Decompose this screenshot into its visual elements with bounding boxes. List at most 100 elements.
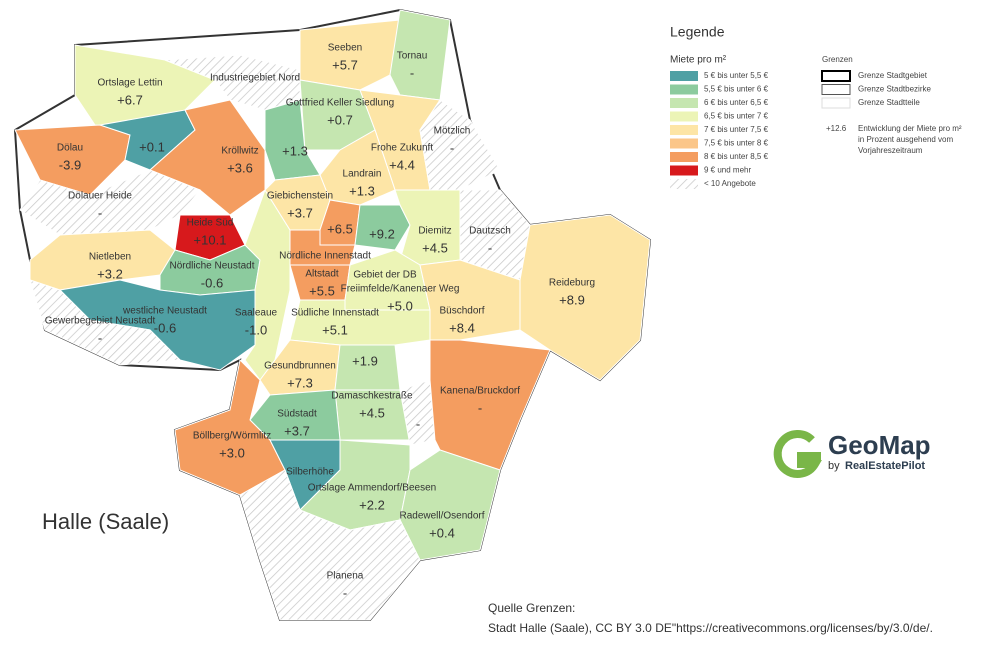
district-change: -	[416, 416, 420, 431]
district-change: +4.5	[422, 240, 448, 255]
district-name: Kröllwitz	[221, 146, 258, 157]
legend-title: Legende	[670, 24, 725, 40]
district-change: -	[98, 330, 102, 345]
district-change: -	[410, 65, 414, 80]
legend-swatch	[670, 165, 698, 176]
district-name: Radewell/Osendorf	[399, 511, 484, 522]
district-name: Gesundbrunnen	[264, 361, 336, 372]
legend: 5 € bis unter 5,5 € 5,5 € bis unter 6 € 6 …	[670, 70, 962, 189]
district-name: Giebichenstein	[267, 191, 333, 202]
district	[354, 204, 411, 251]
district-change: +1.3	[349, 183, 375, 198]
legend-example-text: Vorjahreszeitraum	[858, 146, 923, 155]
legend-swatch	[670, 84, 698, 95]
logo-by: by	[828, 460, 840, 472]
district-name: Nördliche Innenstadt	[279, 251, 371, 262]
district-name: Ortslage Lettin	[97, 78, 162, 89]
district-change: +3.2	[97, 266, 123, 281]
district-name: Damaschkestraße	[331, 391, 413, 402]
legend-label: 7,5 € bis unter 8 €	[704, 139, 769, 148]
district-name: Mötzlich	[434, 126, 471, 137]
district-change: +8.4	[449, 320, 475, 335]
district-name: Tornau	[397, 51, 428, 62]
district-change: +10.1	[194, 232, 227, 247]
district-name: Diemitz	[418, 226, 451, 237]
district-name: Nördliche Neustadt	[169, 261, 254, 272]
district-name: Landrain	[343, 169, 382, 180]
district-name: Reideburg	[549, 278, 595, 289]
legend-label: < 10 Angebote	[704, 179, 756, 188]
legend-example-value: +12.6	[826, 124, 847, 133]
legend-swatch	[670, 152, 698, 162]
district-change: +3.0	[219, 445, 245, 460]
legend-swatch	[670, 125, 698, 135]
district-name: Heide Süd	[187, 218, 234, 229]
district-change: +6.7	[117, 92, 143, 107]
city-name: Halle (Saale)	[42, 509, 169, 534]
legend-label: 6,5 € bis unter 7 €	[704, 112, 769, 121]
district-change: +0.1	[139, 139, 165, 154]
legend-example-text: Entwicklung der Miete pro m²	[858, 124, 962, 133]
legend-swatch	[670, 71, 698, 81]
legend-border-label: Grenze Stadtgebiet	[858, 71, 928, 80]
district-change: -	[343, 585, 347, 600]
legend-label: 5,5 € bis unter 6 €	[704, 85, 769, 94]
district-change: -	[450, 140, 454, 155]
district-change: -3.9	[59, 157, 81, 172]
district-change: -1.0	[245, 322, 267, 337]
district	[429, 339, 551, 471]
district-change: -	[98, 205, 102, 220]
labels: Ortslage Lettin +6.7 Dölau -3.9 +0.1 Kröllwit…	[45, 43, 595, 601]
logo-icon	[773, 430, 822, 478]
district-change: +4.5	[359, 405, 385, 420]
district-name: Freiimfelde/Kanenaer Weg	[341, 284, 460, 295]
district-change: -	[488, 240, 492, 255]
district	[399, 449, 501, 561]
district-change: +8.9	[559, 292, 585, 307]
legend-swatch	[670, 111, 698, 122]
district-name: Südliche Innenstadt	[291, 308, 379, 319]
districts	[13, 8, 652, 621]
district-name: westliche Neustadt	[122, 306, 207, 317]
legend-border-swatch	[821, 84, 851, 95]
district-name: Planena	[327, 571, 364, 582]
district-change: -0.6	[154, 320, 176, 335]
legend-label: 9 € und mehr	[704, 166, 751, 175]
legend-borders-title: Grenzen	[822, 55, 853, 64]
district-change: +3.7	[287, 205, 313, 220]
district-change: +5.7	[332, 57, 358, 72]
legend-swatch	[670, 138, 698, 149]
source-text: Stadt Halle (Saale), CC BY 3.0 DE"https:…	[488, 621, 933, 635]
legend-border-swatch	[821, 97, 851, 109]
district-name: Industriegebiet Nord	[210, 73, 300, 84]
legend-label: 7 € bis unter 7,5 €	[704, 125, 769, 134]
district-name: Nietleben	[89, 252, 131, 263]
district-name: Dölauer Heide	[68, 191, 132, 202]
district-change: +6.5	[327, 221, 353, 236]
source-title: Quelle Grenzen:	[488, 601, 575, 615]
legend-example-text: in Prozent ausgehend vom	[858, 135, 954, 144]
district-name: Gottfried Keller Siedlung	[286, 98, 394, 109]
district-change: +0.7	[327, 112, 353, 127]
district-name: Saaleaue	[235, 308, 278, 319]
legend-swatch	[670, 179, 698, 189]
logo: GeoMap by RealEstatePilot	[773, 430, 931, 478]
district-change: +3.6	[227, 160, 253, 175]
district-change: +2.2	[359, 497, 385, 512]
legend-label: 6 € bis unter 6,5 €	[704, 98, 769, 107]
district-change: +1.9	[352, 353, 378, 368]
district-name: Altstadt	[305, 269, 339, 280]
district-change: +3.7	[284, 423, 310, 438]
logo-company: RealEstatePilot	[845, 460, 925, 472]
district-name: Kanena/Bruckdorf	[440, 386, 520, 397]
district-name: Südstadt	[277, 409, 317, 420]
district	[239, 469, 421, 621]
legend-label: 8 € bis unter 8,5 €	[704, 152, 769, 161]
legend-rent-title: Miete pro m²	[670, 55, 727, 66]
district-change: +5.5	[309, 283, 335, 298]
district-name: Dölau	[57, 143, 83, 154]
district	[29, 279, 182, 366]
district-name: Silberhöhe	[286, 467, 334, 478]
legend-label: 5 € bis unter 5,5 €	[704, 71, 769, 80]
district-change: +7.3	[287, 375, 313, 390]
